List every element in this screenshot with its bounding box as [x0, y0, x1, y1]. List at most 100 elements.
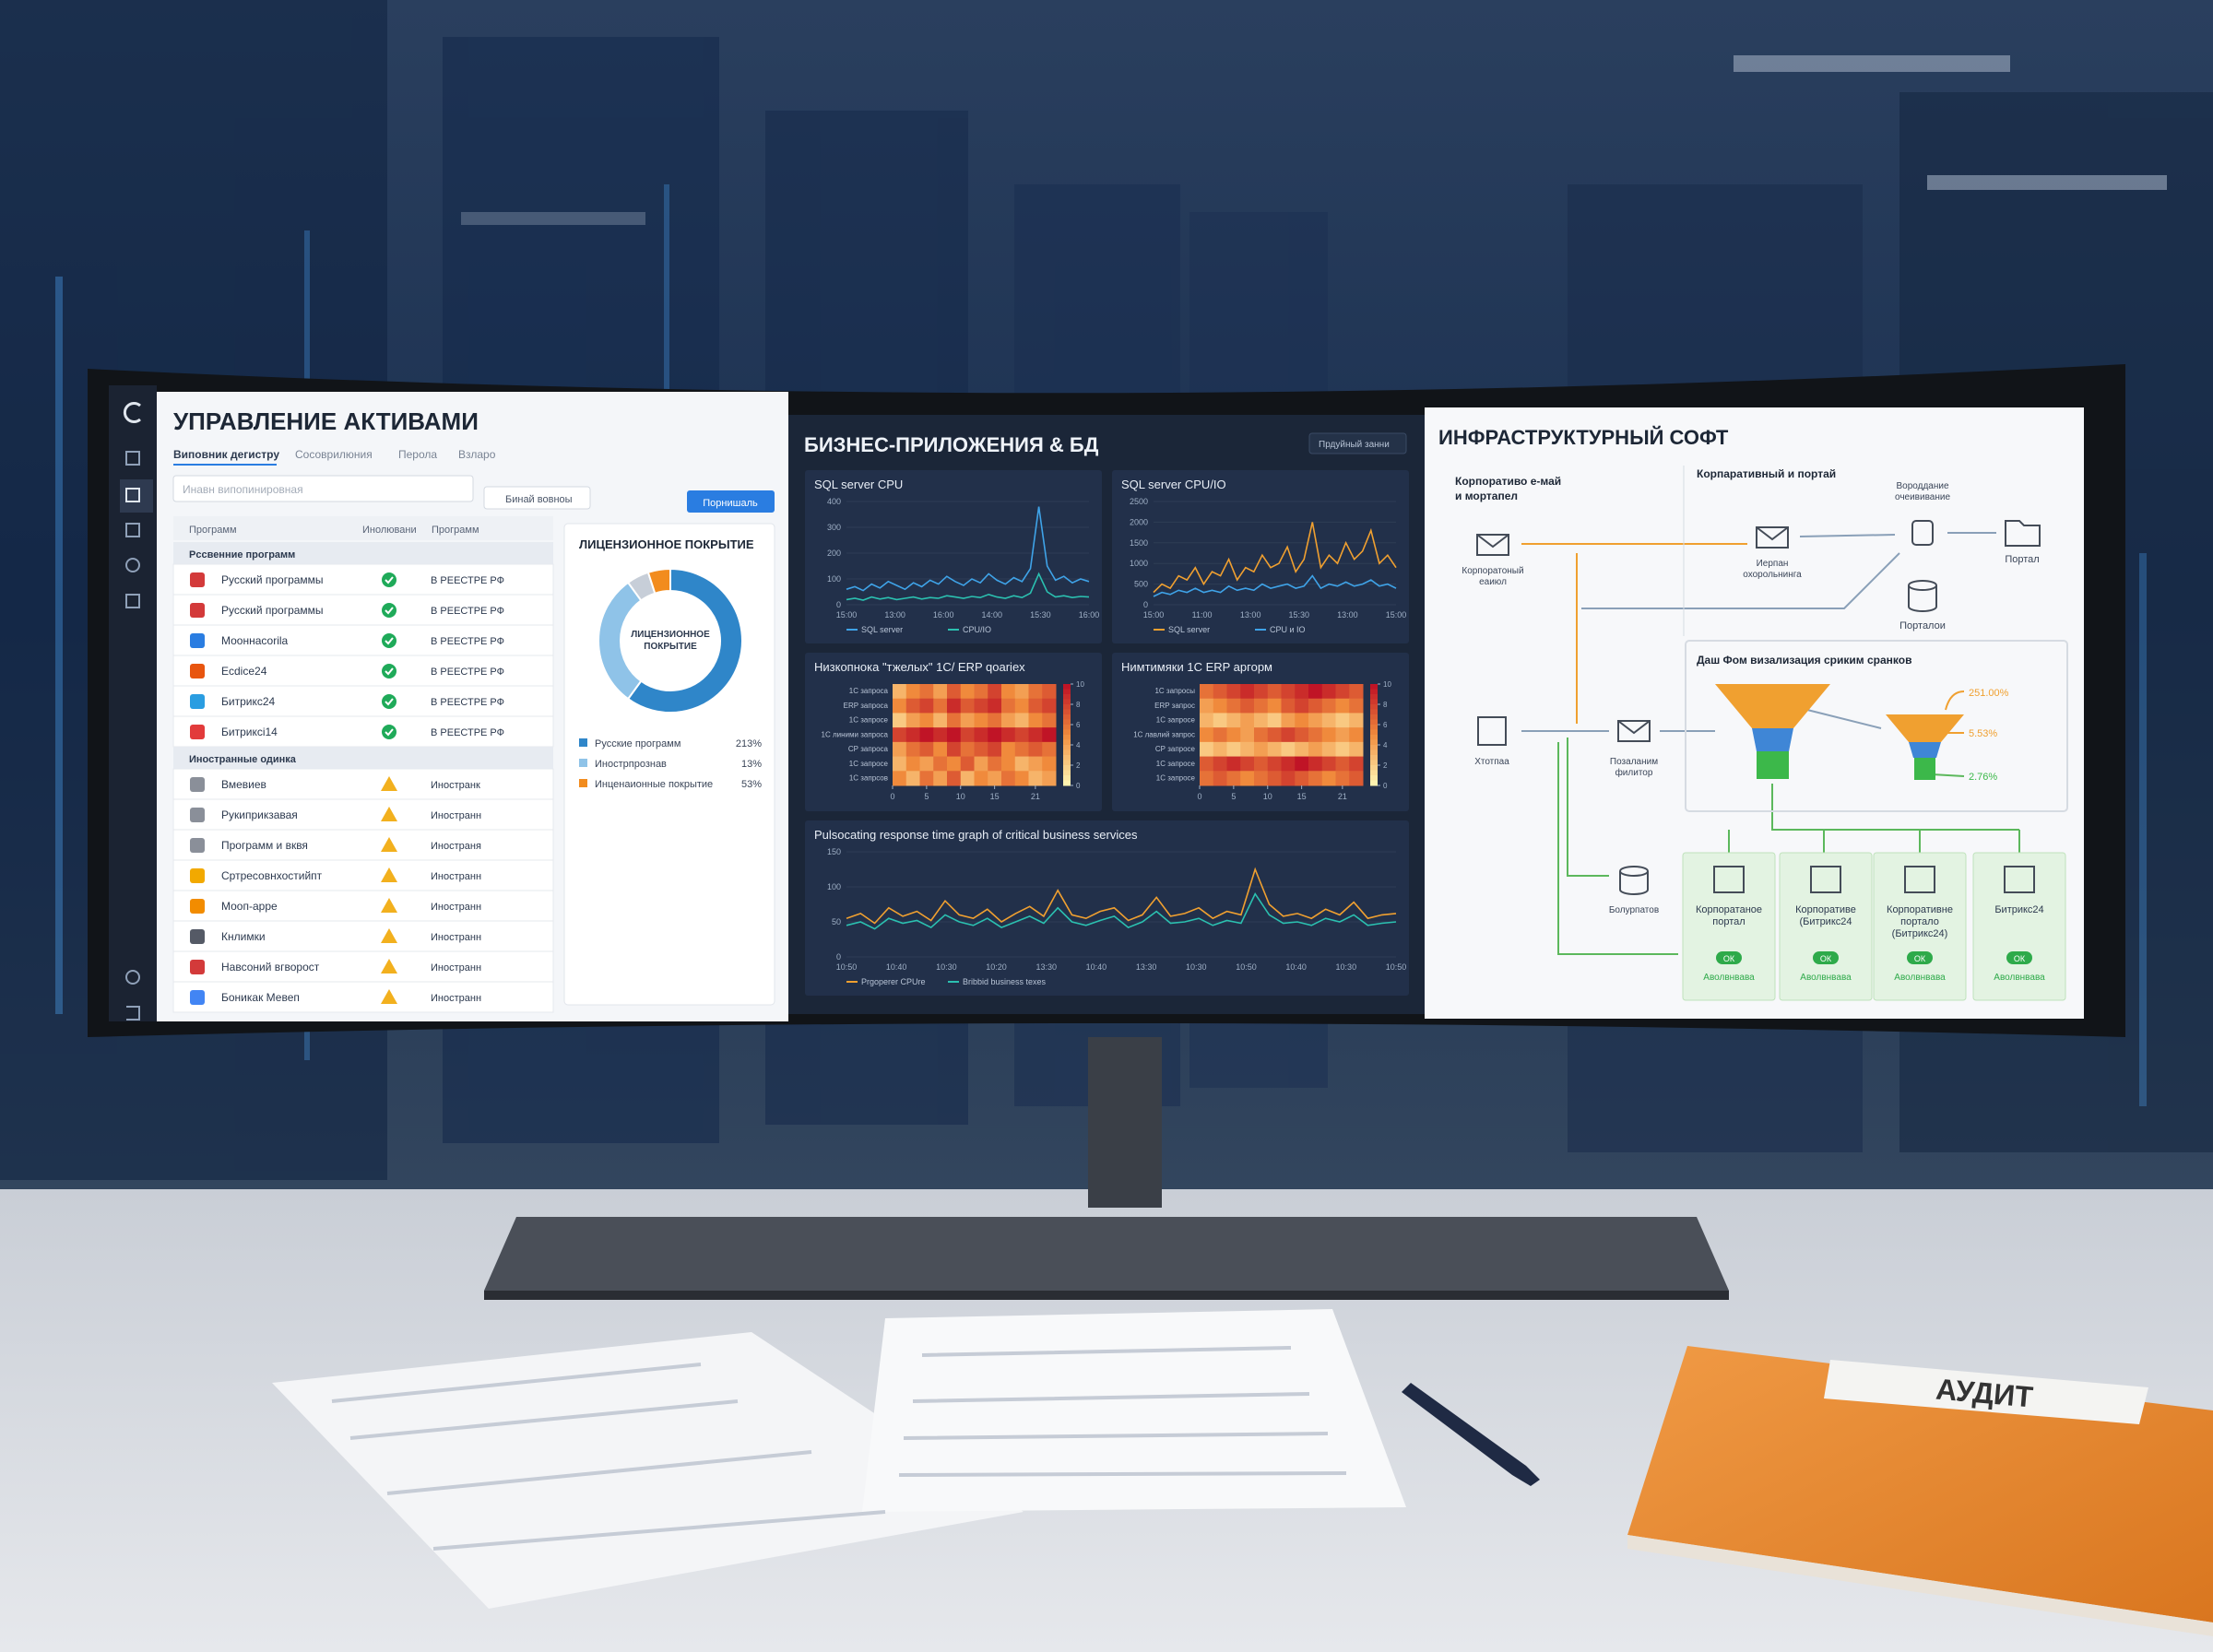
heat-cell [1281, 741, 1296, 758]
service-card[interactable] [1972, 852, 2066, 1001]
card-name: Корпоратаное [1696, 904, 1762, 915]
row-label: 1С запросе [1156, 716, 1196, 725]
app-icon [190, 960, 205, 974]
table-header-cell: Программ [189, 525, 237, 536]
heat-cell [1001, 713, 1016, 728]
heat-cell [933, 756, 948, 772]
heat-cell [960, 684, 975, 700]
table-header [173, 516, 553, 540]
dropdown[interactable] [1308, 432, 1407, 454]
filter-select[interactable] [483, 486, 591, 510]
card-name: Битрикс24 [1994, 904, 2043, 915]
colorbar-label: 2 [1383, 761, 1388, 770]
row-label: 1С запросы [1154, 687, 1195, 695]
heat-cell [905, 741, 920, 758]
table-row[interactable] [172, 798, 554, 831]
app-name: Мооннасоrila [221, 634, 289, 647]
row-label: СР запроса [848, 745, 889, 753]
heat-cell [1200, 771, 1214, 786]
ok-badge-text: ОК [1723, 954, 1735, 963]
primary-button[interactable] [687, 490, 775, 513]
card-caption: Аволвнвава [1894, 973, 1946, 983]
colorbar-step [1370, 745, 1378, 750]
heat-cell [1042, 727, 1057, 743]
x-tick-label: 13:00 [884, 610, 905, 620]
x-tick-label: 0 [890, 792, 894, 801]
colorbar-step [1370, 714, 1378, 720]
heat-cell [960, 698, 975, 714]
status-ok-tick [385, 698, 394, 706]
status-text: Иностранн [431, 810, 481, 821]
colorbar-step [1063, 765, 1071, 771]
heat-cell [905, 756, 920, 772]
table-row[interactable] [172, 768, 554, 800]
colorbar-step [1063, 694, 1071, 700]
heat-cell [919, 771, 934, 786]
colorbar-label: 0 [1383, 782, 1388, 790]
heat-cell [1335, 713, 1350, 728]
status-text: Иностраня [431, 841, 481, 852]
colorbar-label: 6 [1383, 721, 1388, 729]
app-name: Мооп-арре [221, 900, 278, 913]
ok-badge-text: ОК [1914, 954, 1926, 963]
colorbar-step [1063, 760, 1071, 766]
heat-cell [988, 698, 1002, 714]
service-card[interactable] [1682, 852, 1776, 1001]
app-icon [190, 990, 205, 1005]
app-name: Ecdice24 [221, 665, 267, 678]
table-row[interactable] [172, 920, 554, 952]
legend-swatch [579, 779, 587, 787]
status-text: В РЕЕСТРЕ РФ [431, 606, 504, 617]
service-card[interactable] [1779, 852, 1873, 1001]
heat-cell [1308, 727, 1323, 743]
status-ok-tick [385, 607, 394, 615]
row-label: СР запросе [1155, 745, 1196, 753]
colorbar-step [1063, 689, 1071, 695]
heat-cell [905, 727, 920, 743]
colorbar-step [1063, 719, 1071, 726]
service-card[interactable] [1873, 852, 1967, 1001]
heat-cell [1335, 727, 1350, 743]
x-tick-label: 10 [956, 792, 965, 801]
heat-cell [1267, 741, 1282, 758]
table-row[interactable] [172, 981, 554, 1013]
heat-cell [933, 727, 948, 743]
table-row[interactable] [172, 715, 554, 748]
table-row[interactable] [172, 624, 554, 656]
heat-cell [1028, 698, 1043, 714]
heat-cell [1014, 713, 1029, 728]
search-box[interactable] [172, 475, 474, 502]
x-tick-label: 15 [990, 792, 1000, 801]
card-icon [1810, 866, 1841, 893]
table-row[interactable] [172, 950, 554, 983]
table-row[interactable] [172, 859, 554, 891]
series-line [846, 506, 1090, 592]
x-tick-label: 13:30 [1035, 962, 1057, 972]
x-tick-label: 15 [1297, 792, 1307, 801]
heat-cell [905, 698, 920, 714]
table-row[interactable] [172, 890, 554, 922]
node-label: очеививание [1895, 492, 1950, 502]
heat-cell [893, 741, 907, 758]
legend-value: 13% [741, 759, 762, 770]
table-row[interactable] [172, 685, 554, 717]
heat-cell [1226, 698, 1241, 714]
card-caption: Аволвнвава [1800, 973, 1852, 983]
colorbar-step [1063, 729, 1071, 736]
table-row[interactable] [172, 594, 554, 626]
legend-value: 53% [741, 779, 762, 790]
ok-badge-text: ОК [2014, 954, 2026, 963]
status-text: В РЕЕСТРЕ РФ [431, 697, 504, 708]
heat-cell [893, 713, 907, 728]
colorbar-label: 10 [1076, 680, 1084, 689]
heat-cell [1240, 741, 1255, 758]
x-tick-label: 10:50 [1386, 962, 1407, 972]
heat-cell [1267, 684, 1282, 700]
heat-cell [1349, 698, 1364, 714]
heat-cell [960, 713, 975, 728]
heat-cell [893, 727, 907, 743]
app-name: Боникак Мевеп [221, 991, 300, 1004]
table-row[interactable] [172, 829, 554, 861]
app-icon [190, 694, 205, 709]
heat-cell [1335, 698, 1350, 714]
